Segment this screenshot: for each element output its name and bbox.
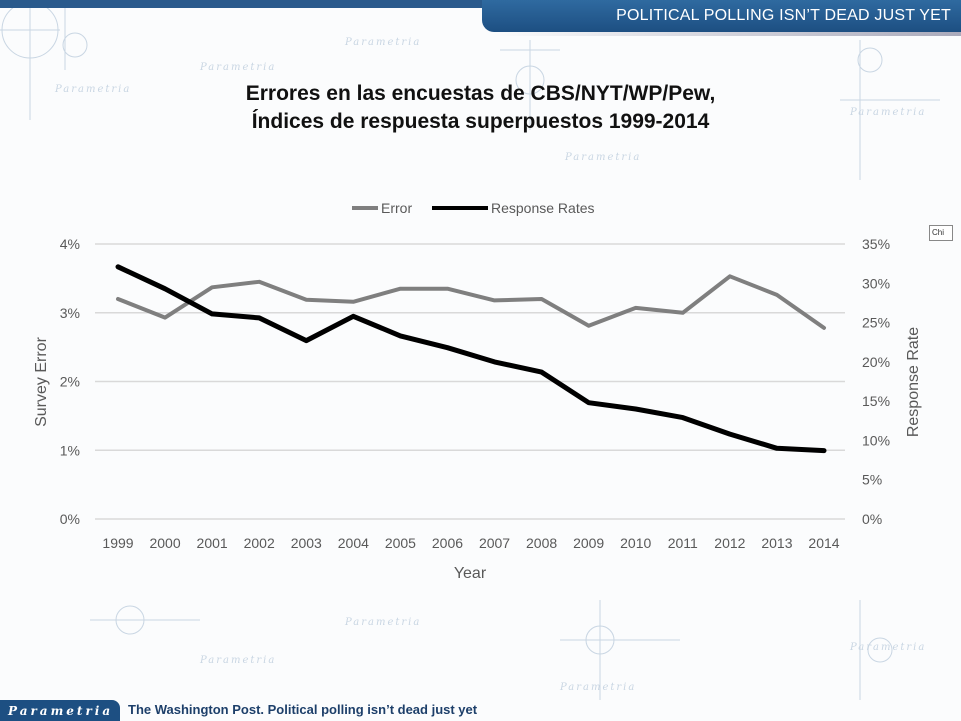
left-tick-label: 1% [60,442,80,458]
footer-source: The Washington Post. Political polling i… [128,702,478,717]
left-tick-label: 0% [60,511,80,527]
x-axis-ticks: 1999 2000 2001 2002 2003 2004 2005 2006 2007 2008… [102,535,839,551]
x-tick-label: 2003 [291,535,322,551]
x-tick-label: 2010 [620,535,651,551]
footer-logo: Parametria [0,700,120,721]
banner-text: POLITICAL POLLING ISN’T DEAD JUST YET [616,7,951,24]
right-tick-label: 35% [862,236,890,252]
x-tick-label: 2005 [385,535,416,551]
right-tick-label: 25% [862,315,890,331]
series-lines [115,264,827,454]
series-line-response-rates [115,264,827,454]
x-tick-label: 2004 [338,535,369,551]
left-tick-label: 4% [60,236,80,252]
x-tick-label: 2008 [526,535,557,551]
top-bar [0,0,961,8]
chart-title-line2: Índices de respuesta superpuestos 1999-2… [251,110,710,133]
right-tick-label: 10% [862,432,890,448]
left-tick-label: 3% [60,305,80,321]
legend-label-error: Error [381,200,412,216]
banner-shadow [492,32,961,36]
x-axis-label: Year [454,565,487,582]
grid-lines [95,243,845,520]
y-axis-label: Survey Error [33,336,50,426]
x-tick-label: 2013 [761,535,792,551]
left-tick-label: 2% [60,374,80,390]
y2-axis-label: Response Rate [905,327,922,437]
x-tick-label: 2014 [808,535,839,551]
header-banner: POLITICAL POLLING ISN’T DEAD JUST YET [482,0,961,32]
right-tick-label: 15% [862,393,890,409]
series-line-error [116,274,826,330]
chart-title: Errores en las encuestas de CBS/NYT/WP/P… [0,80,961,136]
x-tick-label: 2011 [668,535,698,551]
x-tick-label: 2006 [432,535,463,551]
x-tick-label: 2012 [714,535,745,551]
chart-title-line1: Errores en las encuestas de CBS/NYT/WP/P… [245,82,716,105]
x-tick-label: 2001 [197,535,228,551]
right-axis-ticks: 0% 5% 10% 15% 20% 25% 30% 35% [862,236,890,527]
legend-label-response: Response Rates [491,200,595,216]
right-tick-label: 30% [862,275,890,291]
chart-tag: Chi [929,225,953,241]
x-tick-label: 2007 [479,535,510,551]
right-tick-label: 0% [862,511,882,527]
right-tick-label: 5% [862,472,882,488]
x-tick-label: 2009 [573,535,604,551]
x-tick-label: 2002 [244,535,275,551]
legend: Error Response Rates [352,200,595,216]
left-axis-ticks: 0% 1% 2% 3% 4% [60,236,80,527]
x-tick-label: 1999 [102,535,133,551]
right-tick-label: 20% [862,354,890,370]
x-tick-label: 2000 [149,535,180,551]
